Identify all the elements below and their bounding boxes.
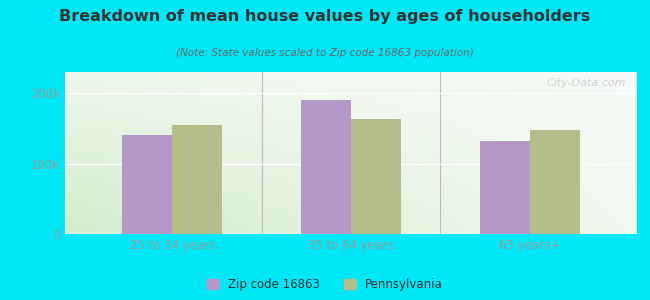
- Bar: [530, 130, 580, 234]
- Text: City-Data.com: City-Data.com: [546, 79, 625, 88]
- Bar: [122, 135, 172, 234]
- Text: Breakdown of mean house values by ages of householders: Breakdown of mean house values by ages o…: [59, 9, 591, 24]
- Bar: [480, 141, 530, 234]
- Text: (Note: State values scaled to Zip code 16863 population): (Note: State values scaled to Zip code 1…: [176, 48, 474, 58]
- Bar: [351, 119, 401, 234]
- Legend: Zip code 16863, Pennsylvania: Zip code 16863, Pennsylvania: [207, 278, 443, 291]
- Bar: [172, 125, 222, 234]
- Bar: [301, 100, 351, 234]
